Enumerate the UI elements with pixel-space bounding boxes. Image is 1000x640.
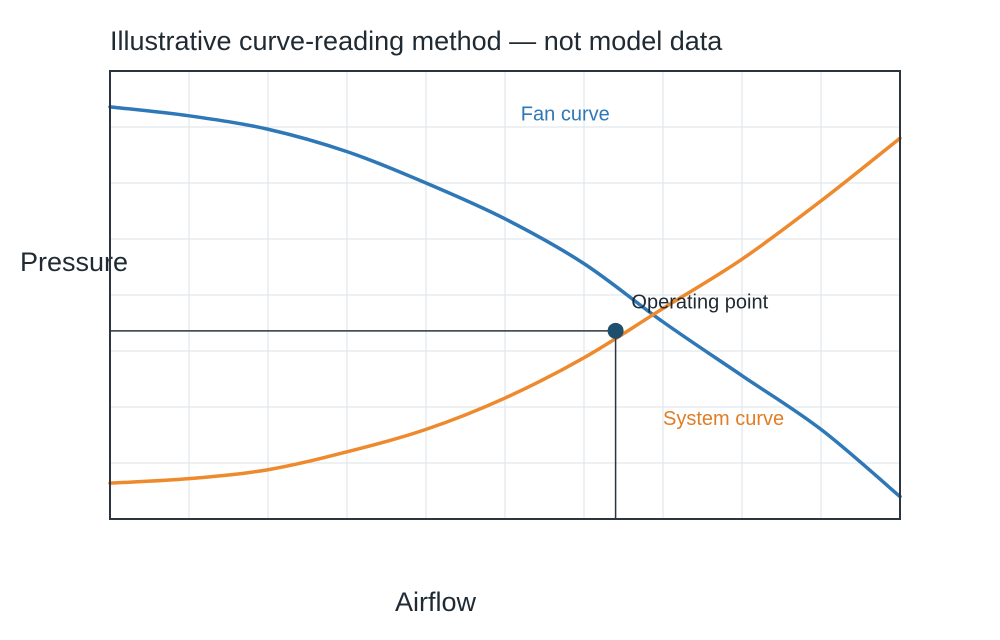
operating-point-marker [607, 322, 624, 339]
annotation-fan-curve: Fan curve [521, 103, 610, 125]
grid [110, 71, 900, 519]
system-curve-line [108, 136, 902, 485]
annotation-operating-point: Operating point [631, 291, 768, 313]
series-layer [108, 105, 902, 499]
chart-title: Illustrative curve-reading method — not … [110, 26, 723, 56]
fan-curve-line [108, 105, 902, 499]
annotation-system-curve: System curve [663, 408, 784, 430]
operating-point-guides [110, 322, 624, 519]
annotations: Fan curve System curve Operating point [521, 103, 784, 430]
plot-frame [109, 70, 901, 520]
x-axis-label: Airflow [395, 587, 477, 617]
